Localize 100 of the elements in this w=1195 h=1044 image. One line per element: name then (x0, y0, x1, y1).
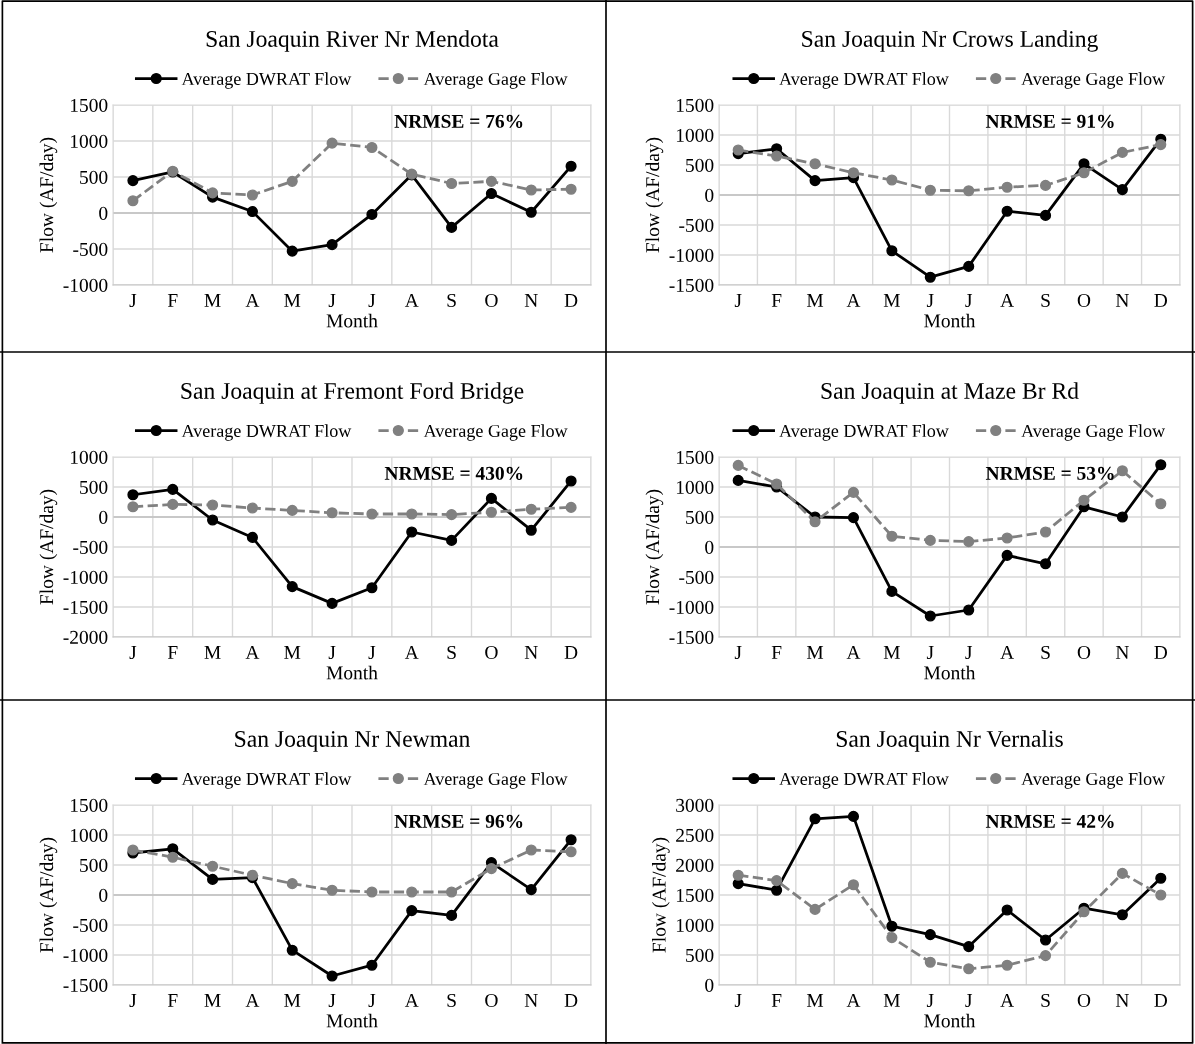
y-tick-label: 2000 (676, 858, 714, 872)
x-tick-label: J (129, 294, 137, 308)
legend-label: Average DWRAT Flow (779, 772, 949, 789)
legend-label: Average Gage Flow (1021, 424, 1166, 441)
y-tick-label: 2500 (676, 828, 714, 842)
y-tick-label: -500 (679, 570, 714, 584)
y-tick-label: 1000 (70, 828, 108, 842)
y-tick-label: 1000 (70, 450, 108, 464)
y-tick-label: -500 (73, 540, 108, 554)
x-tick-label: A (1000, 293, 1014, 307)
x-tick-label: O (485, 293, 498, 308)
y-tick-label: 1000 (676, 128, 714, 142)
x-tick-label: N (1115, 646, 1129, 659)
x-tick-label: J (368, 646, 376, 660)
x-tick-label: J (328, 994, 336, 1008)
x-tick-label: J (965, 994, 973, 1008)
x-tick-label: M (284, 994, 301, 1007)
y-tick-label: 1500 (676, 98, 714, 112)
x-tick-label: S (1041, 293, 1050, 308)
x-tick-label: J (734, 994, 742, 1008)
y-tick-label: 1500 (676, 450, 714, 464)
x-tick-label: F (771, 294, 782, 307)
x-tick-label: A (245, 993, 260, 1007)
x-tick-label: O (485, 993, 498, 1008)
y-tick-label: 0 (99, 510, 108, 524)
y-tick-label: -1000 (63, 570, 108, 584)
y-tick-label: 500 (80, 170, 108, 184)
y-tick-label: 500 (80, 858, 108, 872)
legend-label: Average Gage Flow (423, 424, 568, 441)
annotation: NRMSE = 430% (384, 466, 523, 480)
y-tick-label: 500 (686, 158, 714, 172)
x-axis-title: Month (326, 1013, 378, 1028)
x-tick-label: M (204, 646, 221, 659)
y-tick-label: -1500 (63, 978, 108, 992)
x-tick-label: J (965, 646, 973, 660)
y-tick-label: -1000 (63, 948, 108, 962)
x-tick-label: M (284, 294, 301, 307)
x-tick-label: J (734, 294, 742, 308)
legend-label: Average Gage Flow (423, 772, 568, 789)
x-tick-label: J (328, 646, 336, 660)
x-tick-label: D (564, 994, 578, 1007)
y-tick-label: -500 (73, 242, 108, 256)
x-axis-title: Month (326, 665, 378, 680)
y-tick-label: 1000 (70, 134, 108, 148)
x-tick-label: A (846, 293, 861, 307)
x-tick-label: O (1077, 645, 1091, 660)
x-tick-label: S (447, 293, 456, 308)
x-tick-label: J (734, 646, 742, 660)
y-tick-label: 500 (80, 480, 108, 494)
x-tick-label: J (129, 994, 137, 1008)
x-tick-label: A (1000, 993, 1014, 1007)
x-axis-title: Month (326, 313, 378, 328)
x-tick-label: M (284, 646, 301, 659)
y-tick-label: -1000 (669, 248, 714, 262)
y-tick-label: 3000 (676, 798, 714, 812)
y-tick-label: -1500 (669, 630, 714, 644)
x-axis-title: Month (924, 313, 976, 328)
chart-title: San Joaquin at Maze Br Rd (821, 382, 1079, 404)
y-tick-label: 0 (705, 188, 714, 202)
x-tick-label: O (485, 645, 498, 660)
x-tick-label: D (564, 294, 578, 307)
legend-label: Average DWRAT Flow (181, 424, 352, 441)
chart-title: San Joaquin Nr Newman (235, 731, 470, 752)
y-axis-title: Flow (AF/day) (652, 837, 670, 953)
x-tick-label: A (1000, 645, 1014, 659)
x-axis-title: Month (924, 665, 976, 680)
x-tick-label: J (368, 294, 376, 308)
x-tick-label: D (1154, 994, 1168, 1007)
annotation: NRMSE = 76% (394, 114, 523, 128)
y-tick-label: -500 (73, 918, 108, 932)
x-tick-label: M (806, 294, 824, 307)
x-tick-label: O (1077, 993, 1091, 1008)
x-tick-label: M (883, 294, 900, 307)
x-tick-label: D (1154, 294, 1168, 307)
legend-label: Average DWRAT Flow (779, 424, 949, 441)
x-tick-label: S (1041, 645, 1050, 660)
x-tick-label: A (404, 645, 419, 659)
x-tick-label: A (404, 293, 419, 307)
x-tick-label: M (204, 294, 221, 307)
x-tick-label: A (245, 645, 260, 659)
x-tick-label: J (926, 646, 934, 660)
y-axis-title: Flow (AF/day) (645, 137, 664, 253)
y-tick-label: 500 (686, 510, 714, 524)
x-tick-label: N (524, 994, 538, 1007)
y-tick-label: 1000 (676, 480, 714, 494)
x-tick-label: J (926, 994, 934, 1008)
x-tick-label: A (846, 993, 861, 1007)
x-tick-label: S (447, 645, 456, 660)
x-tick-label: S (447, 993, 456, 1008)
x-tick-label: M (883, 646, 900, 659)
x-tick-label: A (245, 293, 260, 307)
x-axis-title: Month (924, 1013, 976, 1028)
y-tick-label: -1500 (669, 278, 714, 292)
annotation: NRMSE = 42% (985, 814, 1114, 828)
y-tick-label: 0 (705, 978, 714, 992)
legend-label: Average DWRAT Flow (181, 72, 352, 89)
legend-label: Average Gage Flow (423, 72, 568, 89)
x-tick-label: S (1041, 993, 1050, 1008)
x-tick-label: N (1115, 994, 1129, 1007)
legend-label: Average DWRAT Flow (779, 72, 949, 89)
